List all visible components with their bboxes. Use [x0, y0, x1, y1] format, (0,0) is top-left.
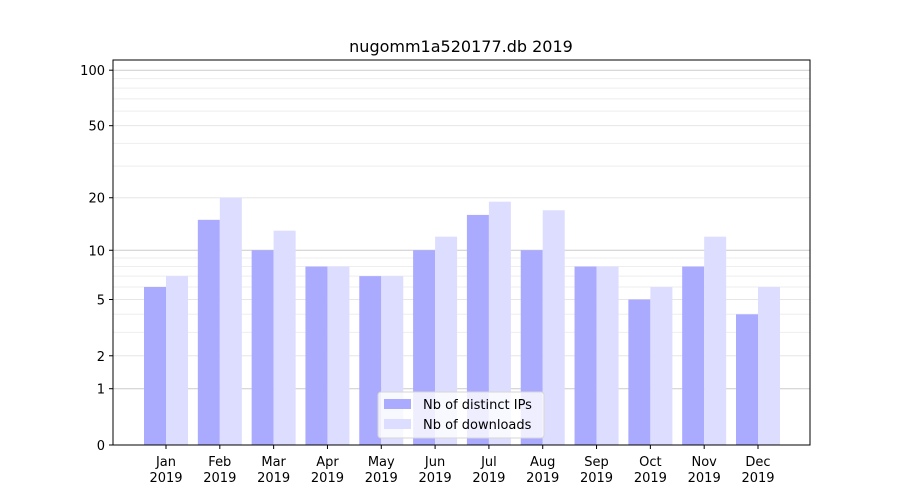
- y-tick-label: 1: [97, 383, 105, 398]
- bar-downloads: [327, 266, 350, 445]
- bar-distinct-ips: [466, 214, 489, 445]
- x-tick-label: Jul 2019: [472, 455, 505, 486]
- x-tick-label: May 2019: [365, 455, 398, 486]
- bar-downloads: [596, 266, 619, 445]
- legend-label: Nb of downloads: [423, 418, 532, 433]
- bar-downloads: [650, 286, 673, 445]
- y-tick-label: 0: [97, 439, 105, 454]
- y-tick-label: 10: [88, 244, 105, 259]
- bar-distinct-ips: [305, 266, 328, 445]
- x-tick-label: Oct 2019: [634, 455, 667, 486]
- x-tick-label: Aug 2019: [526, 455, 559, 486]
- bar-distinct-ips: [736, 314, 758, 445]
- x-tick-label: Apr 2019: [311, 455, 344, 486]
- bar-downloads: [488, 201, 511, 445]
- bar-downloads: [273, 230, 296, 445]
- x-tick-label: Jun 2019: [419, 455, 452, 486]
- x-tick-label: Sep 2019: [580, 455, 613, 486]
- legend-swatch: [384, 399, 411, 409]
- legend-box: [377, 391, 545, 439]
- x-tick-label: Jan 2019: [149, 455, 182, 486]
- x-tick-label: Nov 2019: [688, 455, 721, 486]
- x-tick-label: Mar 2019: [257, 455, 290, 486]
- chart-title: nugomm1a520177.db 2019: [349, 37, 573, 56]
- bar-distinct-ips: [144, 286, 166, 445]
- y-tick-label: 5: [97, 293, 105, 308]
- bar-distinct-ips: [251, 250, 274, 445]
- bar-distinct-ips: [359, 276, 382, 445]
- bar-downloads: [166, 276, 188, 445]
- y-tick-label: 50: [88, 120, 105, 135]
- bar-downloads: [542, 210, 565, 445]
- x-tick-label: Feb 2019: [203, 455, 236, 486]
- legend-label: Nb of distinct IPs: [423, 398, 532, 413]
- bar-distinct-ips: [628, 299, 651, 445]
- legend-swatch: [384, 419, 411, 429]
- bar-downloads: [704, 236, 727, 445]
- y-tick-label: 100: [80, 64, 105, 79]
- bar-distinct-ips: [574, 266, 597, 445]
- y-tick-label: 2: [97, 350, 105, 365]
- bar-distinct-ips: [682, 266, 705, 445]
- bar-distinct-ips: [197, 219, 220, 445]
- x-tick-label: Dec 2019: [741, 455, 774, 486]
- bar-downloads: [758, 286, 780, 445]
- y-tick-label: 20: [88, 192, 105, 207]
- legend: Nb of distinct IPs Nb of downloads: [377, 391, 545, 439]
- plot-frame: [112, 59, 811, 446]
- bar-downloads: [219, 197, 242, 445]
